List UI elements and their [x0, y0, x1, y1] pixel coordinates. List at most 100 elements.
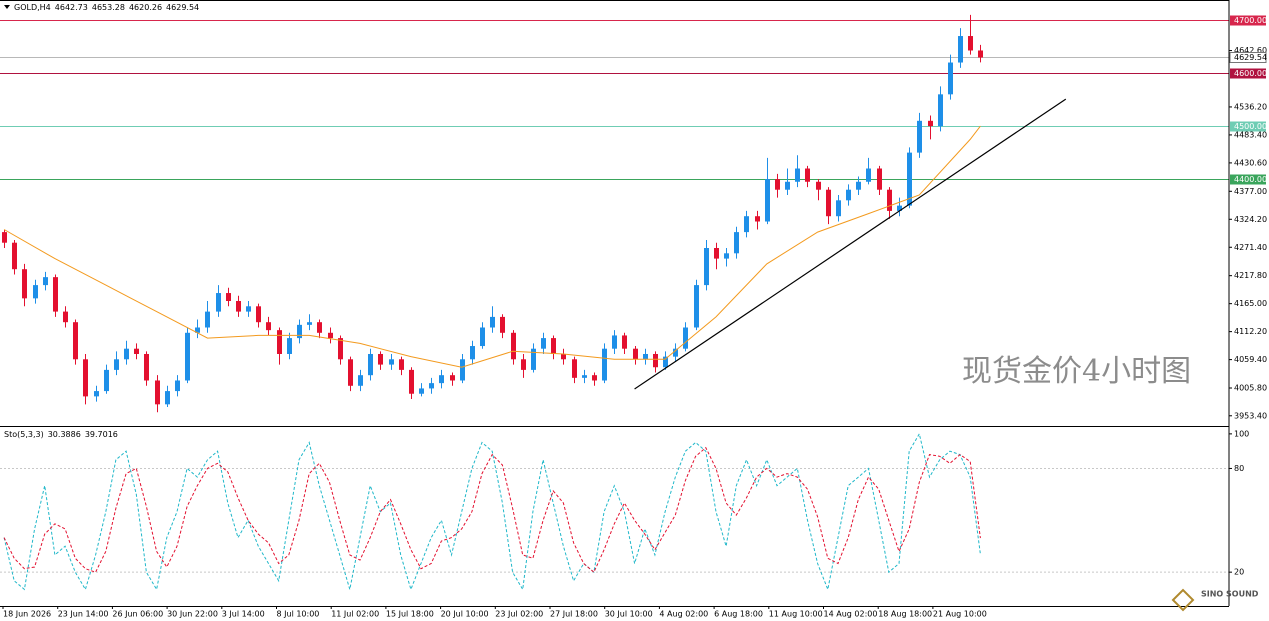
candle-body — [938, 94, 943, 127]
y-tick-label: 4271.40 — [1234, 243, 1267, 252]
candle-body — [43, 277, 48, 286]
candle-body — [592, 375, 597, 381]
current-price-box — [1229, 52, 1267, 63]
candle-body — [602, 348, 607, 381]
candle-body — [236, 300, 241, 312]
candle-body — [531, 348, 536, 370]
high-value: 4653.28 — [92, 3, 125, 12]
y-tick-label: 4642.60 — [1234, 46, 1267, 55]
candle-body — [175, 380, 180, 392]
candle-body — [419, 388, 424, 394]
candle-body — [460, 359, 465, 381]
levels — [0, 20, 1229, 573]
stoch-d — [3, 446, 981, 574]
y-tick-label: 4112.20 — [1234, 327, 1267, 336]
candle-body — [205, 311, 210, 328]
candle-body — [185, 332, 190, 381]
candle-body — [317, 322, 322, 333]
candle-body — [378, 353, 383, 365]
candle-body — [399, 359, 404, 370]
candle-body — [561, 353, 566, 360]
candle-body — [887, 189, 892, 211]
stoch-tick-label: 20 — [1234, 568, 1244, 577]
candle-body — [755, 216, 760, 222]
level-label-box — [1230, 121, 1266, 132]
y-tick-label: 3953.40 — [1234, 411, 1267, 420]
candle-body — [582, 375, 587, 378]
candle-body — [368, 353, 373, 376]
candle-body — [73, 322, 78, 360]
candle-body — [297, 324, 302, 339]
level-label: 4400.00 — [1234, 175, 1267, 184]
candle-body — [694, 285, 699, 328]
candle-body — [917, 120, 922, 153]
candle-body — [246, 306, 251, 312]
candle-body — [439, 375, 444, 384]
candle-body — [490, 316, 495, 328]
stoch-header: Sto(5,3,3) 30.3886 39.7016 — [4, 430, 118, 439]
candle-body — [521, 359, 526, 370]
candle-body — [968, 36, 973, 51]
candle-body — [683, 327, 688, 349]
candle-body — [622, 335, 627, 349]
candle-body — [775, 179, 780, 190]
candle-body — [958, 36, 963, 63]
candle-body — [22, 269, 27, 299]
x-tick-label: 3 Jul 14:00 — [222, 610, 265, 619]
y-tick-label: 4217.80 — [1234, 271, 1267, 280]
candle-body — [714, 248, 719, 259]
candle-body — [612, 335, 617, 349]
logo-text: SINO SOUND — [1201, 590, 1259, 599]
y-tick-label: 4536.20 — [1234, 102, 1267, 111]
candle-body — [877, 168, 882, 190]
candle-body — [734, 232, 739, 254]
candle-body — [2, 232, 7, 243]
candle-body — [450, 375, 455, 381]
annotation: 现货金价4小时图 — [962, 354, 1191, 389]
y-tick-label: 4430.60 — [1234, 158, 1267, 167]
candle-body — [409, 369, 414, 394]
x-tick-label: 27 Jul 18:00 — [550, 610, 598, 619]
candle-body — [63, 311, 68, 323]
candle-body — [358, 375, 363, 386]
close-value: 4629.54 — [166, 3, 199, 12]
candle-body — [256, 306, 261, 323]
candle-body — [124, 348, 129, 360]
candle-body — [907, 152, 912, 206]
y-tick-label: 4324.20 — [1234, 215, 1267, 224]
candle-body — [805, 168, 810, 182]
candle-body — [12, 242, 17, 270]
candle-body — [307, 322, 312, 325]
candle-body — [551, 338, 556, 354]
candle-body — [104, 369, 109, 392]
candle-body — [114, 359, 119, 370]
open-value: 4642.73 — [55, 3, 88, 12]
candle-body — [328, 332, 333, 339]
x-tick-label: 23 Jun 14:00 — [58, 610, 109, 619]
candle-body — [480, 327, 485, 347]
stoch-d-value: 39.7016 — [85, 430, 118, 439]
candle-body — [134, 348, 139, 354]
level-label-box — [1230, 174, 1266, 185]
candle-body — [826, 189, 831, 217]
x-tick-label: 20 Jul 10:00 — [441, 610, 489, 619]
candle-body — [846, 189, 851, 201]
candle-body — [744, 216, 749, 233]
x-tick-label: 18 Aug 18:00 — [878, 610, 932, 619]
candle-body — [277, 330, 282, 354]
y-tick-label: 4059.40 — [1234, 355, 1267, 364]
candle-body — [33, 285, 38, 299]
trendline — [634, 98, 1067, 390]
candle-body — [795, 168, 800, 182]
candle-body — [785, 181, 790, 190]
candle-body — [643, 353, 648, 360]
candle-body — [948, 62, 953, 95]
candle-body — [195, 327, 200, 333]
candle-body — [836, 200, 841, 217]
candle-body — [287, 338, 292, 354]
candle-body — [633, 348, 638, 360]
header: GOLD,H4 4642.73 4653.28 4620.26 4629.54 — [14, 3, 199, 12]
candle-body — [663, 356, 668, 368]
y-tick-label: 4483.40 — [1234, 130, 1267, 139]
